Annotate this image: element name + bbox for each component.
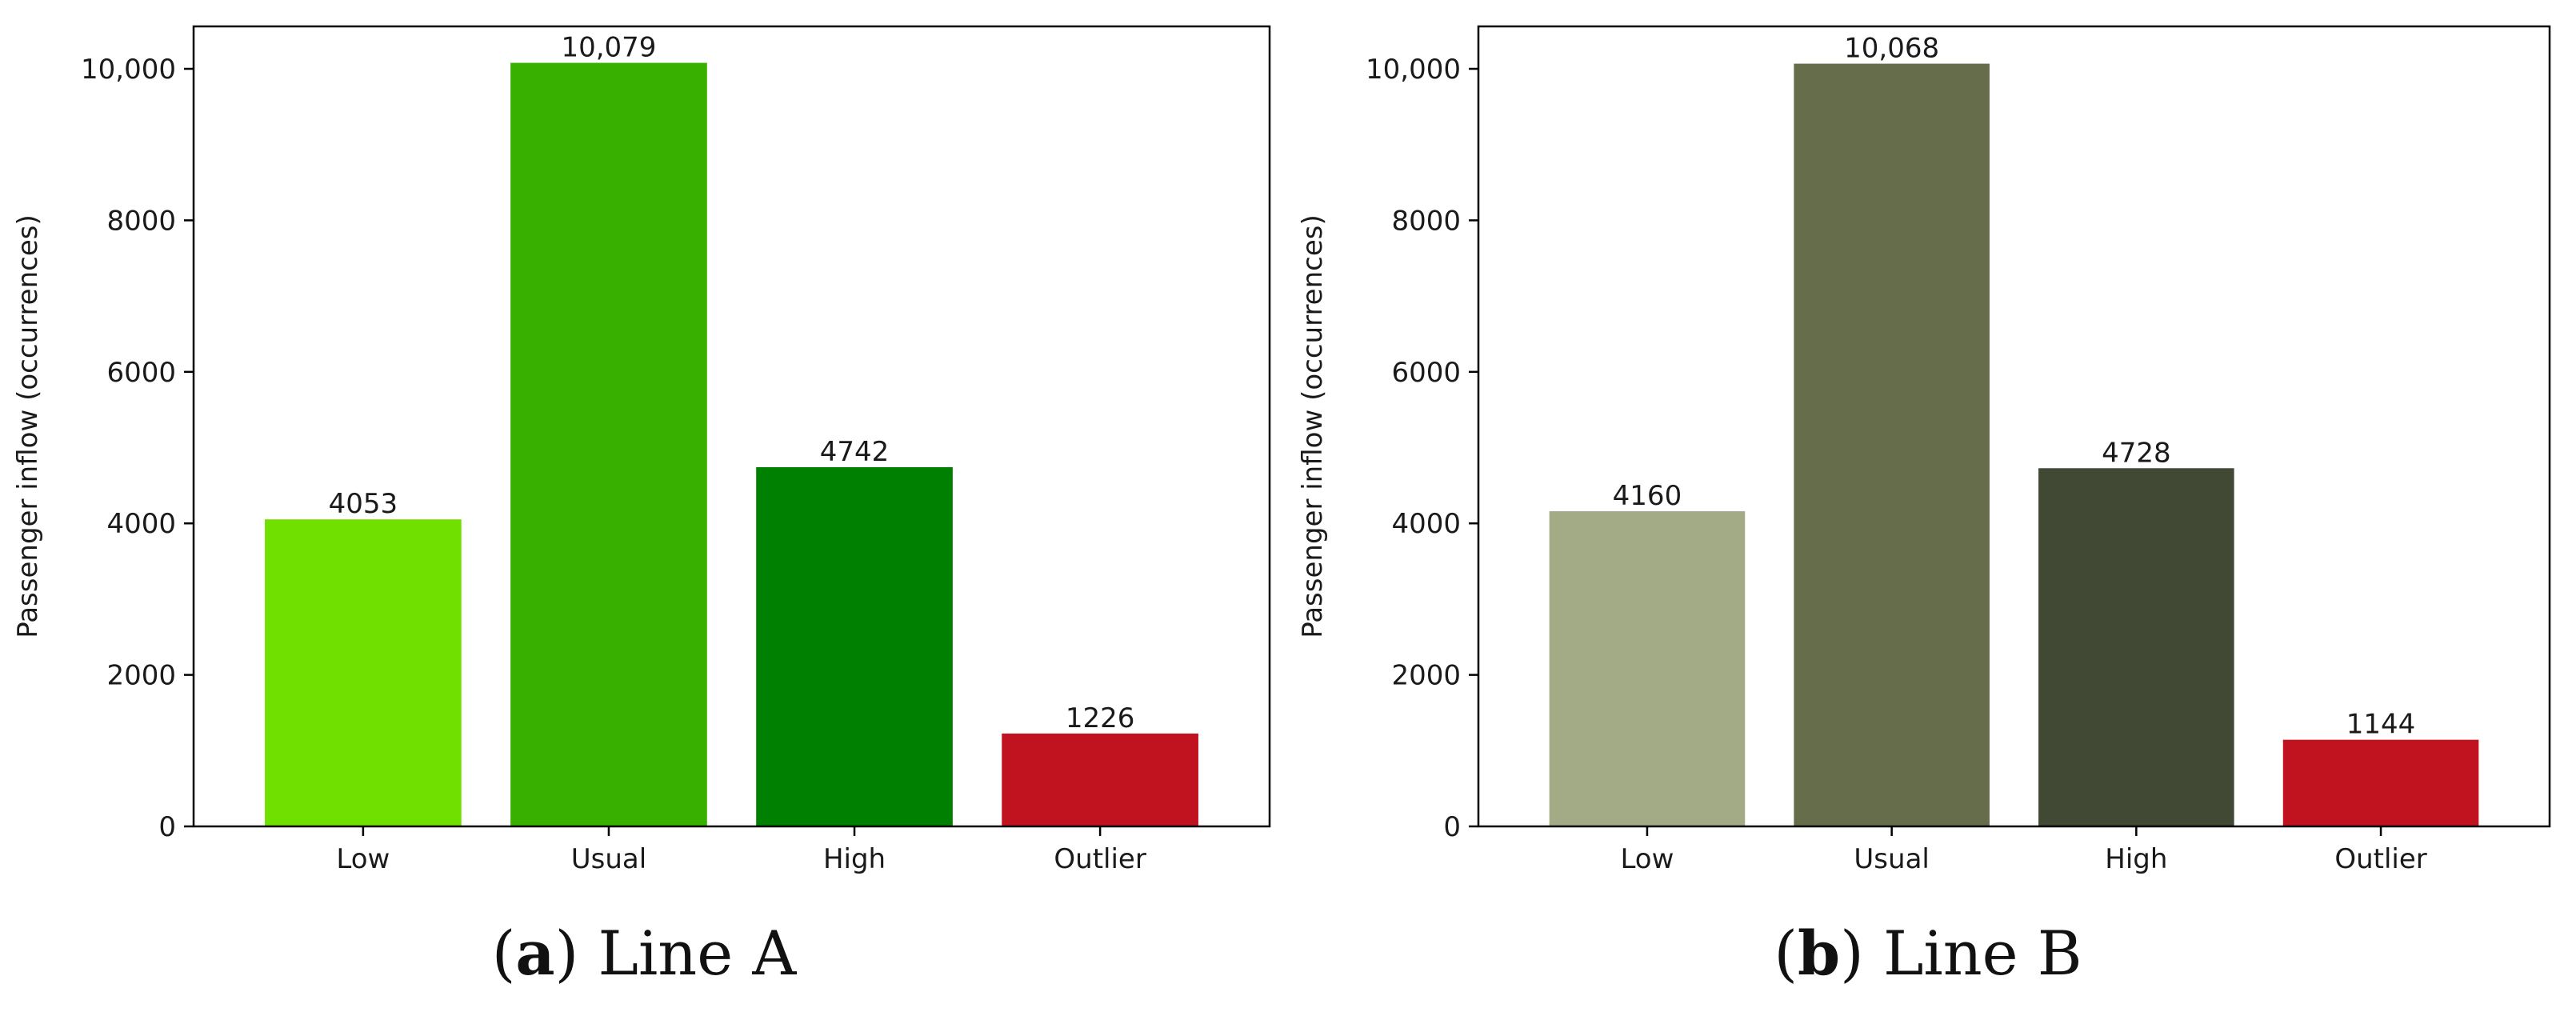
caption-paren-close: ): [1840, 918, 1883, 989]
chart-panel-a: 4053 10,079 4742 1226 0 2000 4000 6000 8000 10,00…: [12, 25, 1271, 989]
y-tick-label: 8000: [106, 205, 176, 237]
x-tick-label: Outlier: [2334, 843, 2426, 875]
x-tick-label: High: [823, 843, 886, 875]
bar-high: [2038, 468, 2234, 826]
y-tick-label: 6000: [1391, 357, 1461, 389]
caption-paren-close: ): [555, 918, 598, 989]
bar-value-label: 4742: [820, 436, 890, 468]
bar-low: [265, 519, 462, 826]
y-tick-label: 2000: [106, 660, 176, 692]
caption-text: Line A: [598, 918, 797, 989]
bar-high: [756, 466, 953, 826]
bar-outlier: [2282, 739, 2479, 826]
bar-usual: [1794, 63, 1990, 826]
caption-text: Line B: [1883, 918, 2082, 989]
y-tick-label: 10,000: [1366, 54, 1461, 86]
bar-outlier: [1002, 733, 1198, 826]
panel-caption: (a) Line A: [492, 918, 798, 989]
y-tick-label: 10,000: [81, 54, 176, 86]
plot-frame: [1477, 25, 2551, 828]
y-tick-label: 4000: [106, 508, 176, 540]
bar-value-label: 10,079: [561, 32, 656, 64]
caption-paren-open: (: [1774, 918, 1798, 989]
y-tick-label: 6000: [106, 357, 176, 389]
y-axis-label: Passenger inflow (occurrences): [1297, 214, 1329, 638]
chart-panel-b: 4160 10,068 4728 1144 0 2000 4000 6000 8000 10,00…: [1297, 25, 2551, 989]
bar-value-label: 10,068: [1844, 33, 1939, 65]
bar-value-label: 4728: [2102, 437, 2171, 469]
y-tick-label: 0: [1443, 811, 1461, 843]
x-tick-label: High: [2105, 843, 2167, 875]
x-tick-label: Usual: [571, 843, 646, 875]
y-tick-label: 0: [158, 811, 176, 843]
bar-value-label: 1226: [1066, 702, 1135, 734]
x-tick-label: Low: [1620, 843, 1674, 875]
plot-frame: [192, 25, 1271, 828]
caption-paren-open: (: [492, 918, 516, 989]
bar-value-label: 1144: [2346, 709, 2416, 741]
y-tick-label: 2000: [1391, 660, 1461, 692]
caption-tag: a: [515, 918, 554, 989]
bar-usual: [510, 62, 707, 826]
x-tick-label: Outlier: [1054, 843, 1146, 875]
x-tick-label: Low: [336, 843, 390, 875]
bar-value-label: 4160: [1613, 480, 1682, 512]
panel-caption: (b) Line B: [1774, 918, 2082, 989]
y-tick-label: 4000: [1391, 508, 1461, 540]
y-tick-label: 8000: [1391, 205, 1461, 237]
bar-value-label: 4053: [329, 488, 398, 520]
bar-low: [1549, 511, 1746, 826]
x-tick-label: Usual: [1854, 843, 1929, 875]
y-axis-label: Passenger inflow (occurrences): [12, 214, 44, 638]
caption-tag: b: [1798, 918, 1840, 989]
